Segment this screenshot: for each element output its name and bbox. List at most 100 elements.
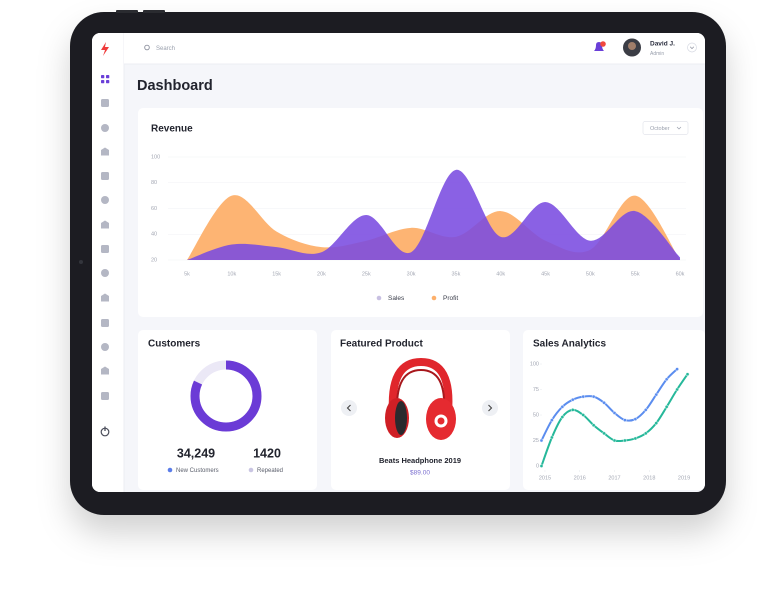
product-name: Beats Headphone 2019: [379, 456, 461, 465]
stat-marker: [248, 467, 254, 473]
line-point: [612, 411, 617, 415]
sidebar-icon[interactable]: [101, 220, 109, 229]
user-role: Admin: [650, 51, 664, 57]
revenue-card: [138, 108, 703, 317]
sidebar-icon[interactable]: [101, 99, 109, 107]
sidebar-icon[interactable]: [101, 196, 109, 204]
topbar: [124, 33, 705, 64]
line-point: [550, 435, 554, 440]
search-input: Search: [156, 46, 175, 52]
stat-label: Repeated: [257, 468, 283, 474]
product-price: $89.00: [410, 470, 430, 477]
icon-part: [101, 124, 109, 132]
headband-inner: [395, 368, 446, 411]
x-tick-label: 35k: [451, 271, 460, 277]
icon-part: [101, 245, 109, 253]
stat-value: 1420: [253, 446, 281, 460]
line-point: [570, 397, 575, 402]
sidebar-icon[interactable]: [101, 147, 109, 156]
sidebar-icon[interactable]: [101, 172, 109, 180]
y-tick-label: 0: [536, 463, 539, 469]
x-tick-label: 55k: [631, 271, 640, 277]
revenue-plot: [187, 169, 680, 260]
tablet-button: [143, 10, 165, 13]
line-point: [612, 438, 617, 443]
sidebar-icon[interactable]: [101, 269, 109, 277]
page-title: Dashboard: [137, 78, 213, 94]
sidebar-icon[interactable]: [101, 392, 109, 400]
customers-card: [138, 330, 317, 490]
sidebar-icon[interactable]: [101, 245, 109, 253]
area: [187, 169, 680, 260]
line-point: [539, 438, 544, 443]
notification-badge: [600, 41, 606, 47]
x-tick-label: 40k: [496, 271, 505, 277]
icon-part: [101, 172, 109, 180]
tablet-button: [116, 10, 138, 13]
icon-part: [101, 293, 109, 302]
carousel-arrow[interactable]: [482, 400, 498, 416]
x-tick-label: 5k: [184, 271, 190, 277]
line-point: [664, 405, 669, 409]
icon-part: [106, 75, 110, 79]
stat-value: 34,249: [177, 446, 215, 460]
arrow-glyph: [346, 404, 351, 412]
screen: Search David J. Admin Dashboard Revenue Octob…: [92, 33, 705, 492]
donut-segment: [190, 360, 262, 432]
line-point: [675, 387, 679, 392]
period-label: October: [650, 126, 670, 132]
sidebar-icon[interactable]: [101, 75, 110, 84]
x-tick-label: 50k: [586, 271, 595, 277]
sidebar-icon[interactable]: [101, 124, 109, 132]
stat-label: New Customers: [176, 468, 219, 474]
line-point: [675, 367, 679, 371]
y-tick-label: 25: [533, 438, 539, 444]
line-point: [602, 400, 606, 405]
chevron: [676, 126, 682, 130]
x-tick-label: 20k: [317, 271, 326, 277]
x-tick-label: 2019: [678, 475, 690, 481]
line-point: [633, 417, 638, 421]
line-point: [664, 377, 669, 382]
line-point: [560, 415, 565, 419]
line-point: [633, 436, 638, 441]
y-tick-label: 100: [151, 154, 160, 160]
period-dropdown[interactable]: [642, 121, 689, 135]
logo[interactable]: [101, 42, 109, 56]
line-point: [654, 392, 659, 397]
icon-part: [101, 269, 109, 277]
line-point: [643, 431, 648, 436]
icon-part: [101, 147, 109, 156]
sidebar-icon[interactable]: [101, 366, 109, 375]
sidebar-icon[interactable]: [101, 293, 109, 302]
y-tick-label: 75: [533, 387, 539, 393]
arrow-glyph: [488, 404, 493, 412]
line-point: [602, 431, 606, 436]
line-point: [570, 408, 575, 412]
x-tick-label: 45k: [541, 271, 550, 277]
line-point: [643, 408, 648, 412]
icon-part: [101, 75, 105, 79]
headband: [388, 357, 453, 413]
sidebar-icon[interactable]: [101, 319, 109, 327]
icon-part: [101, 392, 109, 400]
line-point: [623, 418, 627, 422]
x-tick-label: 2017: [608, 475, 620, 481]
icon-part: [101, 99, 109, 107]
legend-label: Profit: [443, 295, 458, 302]
line-point: [591, 394, 596, 399]
line-point: [550, 418, 554, 422]
icon-part: [106, 80, 110, 84]
user-menu-toggle[interactable]: [687, 42, 697, 53]
card-title: Customers: [148, 339, 201, 350]
line-point: [581, 394, 586, 399]
x-tick-label: 10k: [227, 271, 236, 277]
carousel-arrow[interactable]: [341, 400, 357, 416]
x-tick-label: 15k: [272, 271, 281, 277]
icon-part: [101, 343, 109, 351]
sidebar-icon[interactable]: [101, 343, 109, 351]
featured-card: [331, 330, 510, 490]
search-icon[interactable]: [144, 44, 150, 51]
card-title: Revenue: [151, 124, 193, 135]
line-point: [581, 413, 586, 417]
